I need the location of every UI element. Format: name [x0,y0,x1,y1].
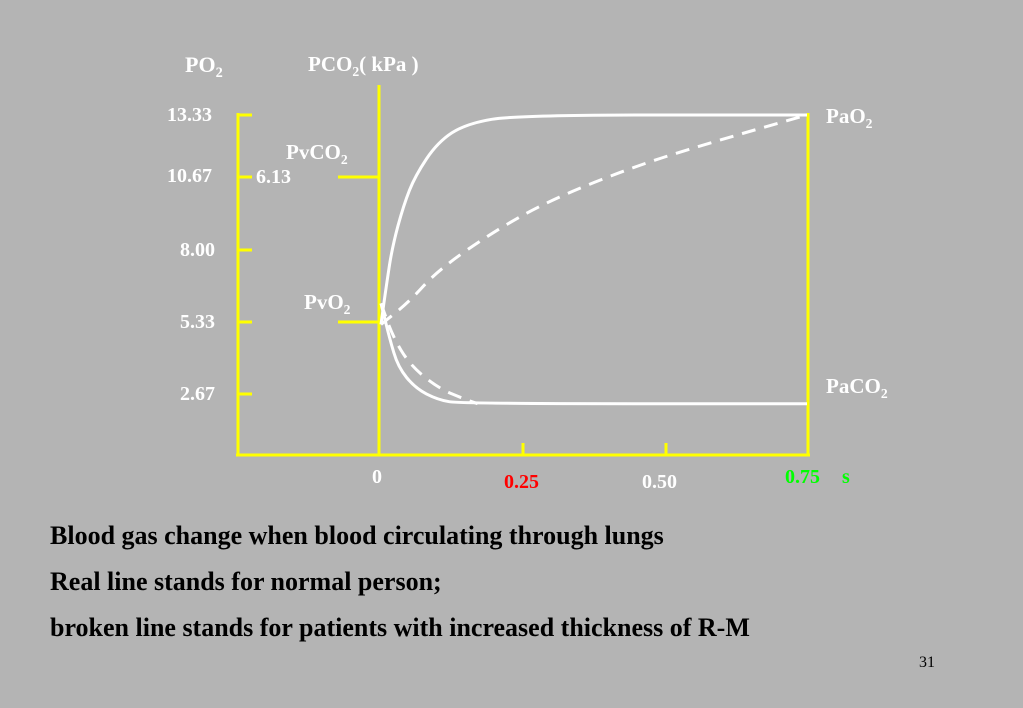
po2-tick-label: 10.67 [167,165,212,187]
po2-axis-label: PO2 [185,52,223,81]
po2-tick-label: 13.33 [167,104,212,126]
paco2-label: PaCO2 [826,374,888,401]
time-tick-label: 0.75 [785,466,820,488]
pvco2-label: PvCO2 [286,140,348,167]
pvo2-label: PvO2 [304,290,351,317]
page-number: 31 [919,654,935,671]
pao2-solid-curve [379,113,807,325]
po2-tick-label: 2.67 [180,383,215,405]
paco2-solid-curve [379,303,807,406]
po2-tick-label: 5.33 [180,311,215,333]
pao2-dashed-curve [380,113,808,326]
paco2-dashed-curve [379,302,479,406]
time-tick-label: 0.50 [642,471,677,493]
time-tick-label: 0.25 [504,471,539,493]
caption-line-2: Real line stands for normal person; [50,567,442,596]
time-unit-label: s [842,466,850,488]
time-tick-label: 0 [372,466,382,488]
pco2-tick-label: 6.13 [256,166,291,188]
caption-line-1: Blood gas change when blood circulating … [50,521,664,550]
curves-group [379,113,808,406]
pco2-axis-label: PCO2( kPa ) [308,52,419,79]
pao2-label: PaO2 [826,104,873,131]
caption-line-3: broken line stands for patients with inc… [50,613,750,642]
po2-tick-label: 8.00 [180,239,215,261]
